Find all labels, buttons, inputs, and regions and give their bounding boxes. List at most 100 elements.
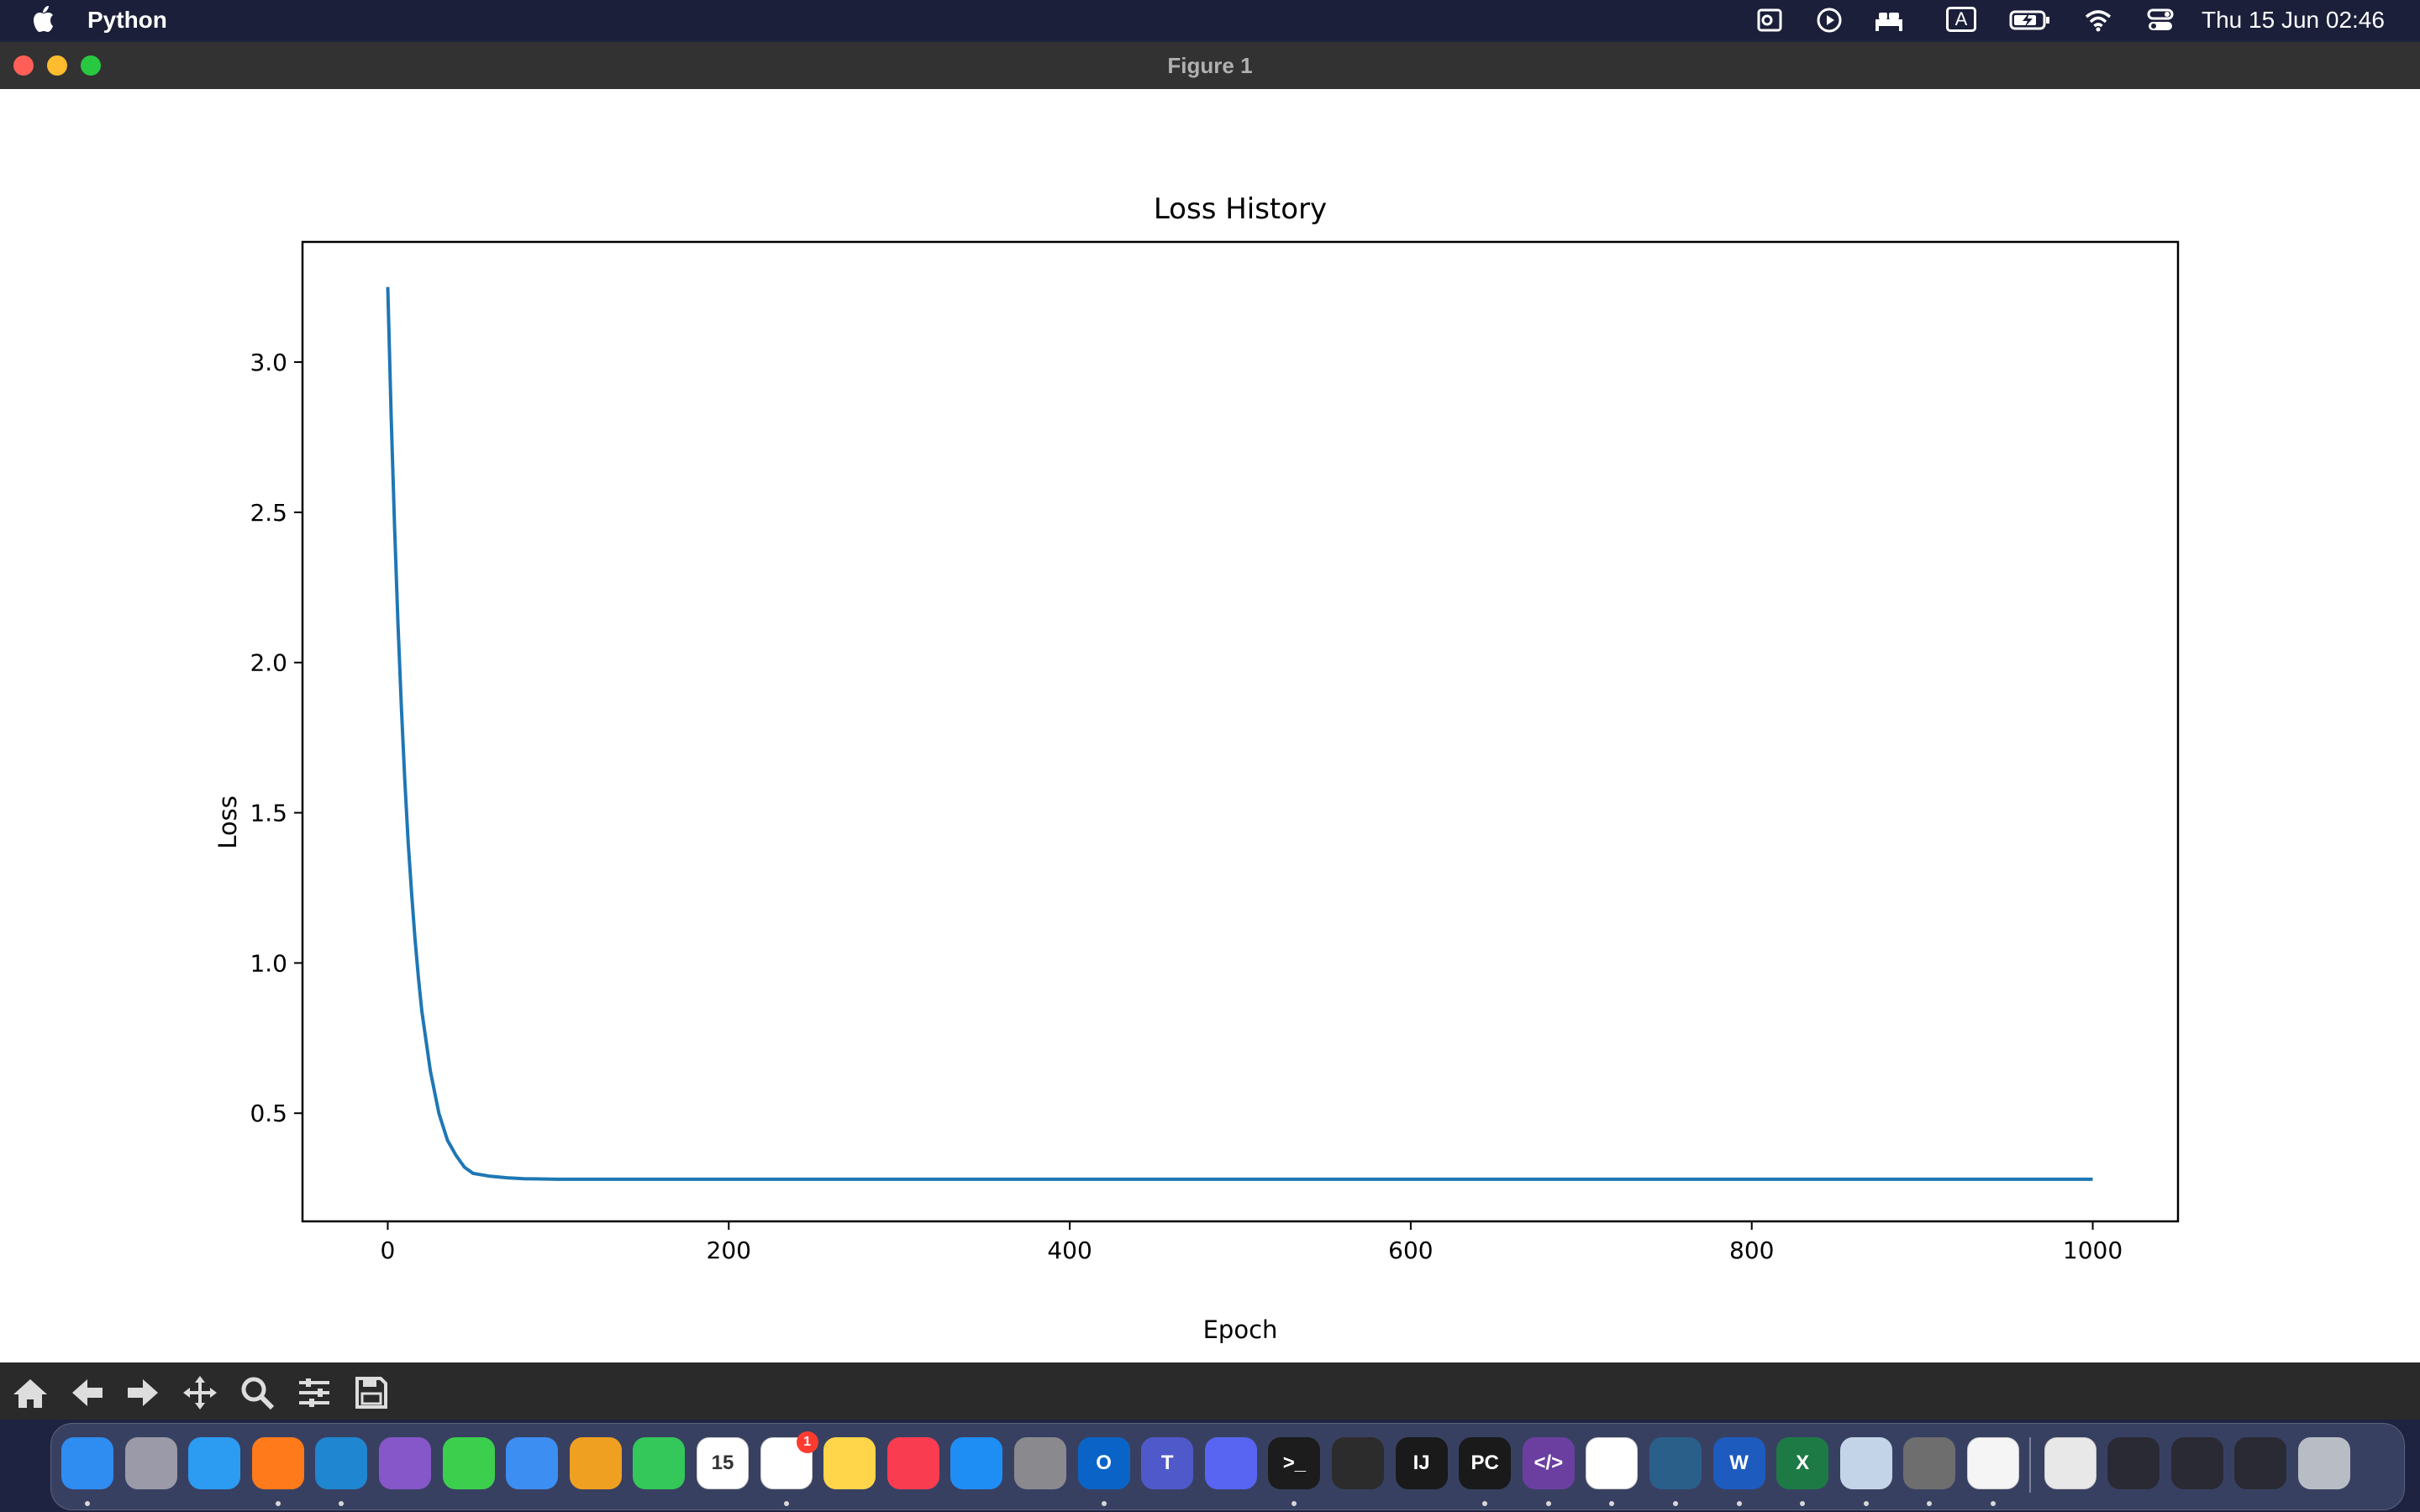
running-indicator [275,1501,281,1506]
y-tick-label: 1.0 [250,949,287,977]
app-store-dock-icon[interactable] [950,1437,1003,1489]
running-indicator [1863,1501,1869,1506]
document-python-dock-icon[interactable] [2044,1437,2096,1489]
y-axis-label: Loss [213,795,242,849]
y-axis-ticks: 0.5 1.0 1.5 2.0 2.5 3.0 [250,349,302,1127]
trash-dock-icon[interactable] [2298,1437,2350,1489]
teams-dock-icon[interactable]: T [1141,1437,1194,1489]
zoom-magnifier-icon[interactable] [234,1369,281,1416]
window-title: Figure 1 [1167,53,1253,78]
x-tick-label: 0 [381,1236,396,1264]
calculator-dock-icon[interactable] [1903,1437,1956,1489]
y-tick-label: 3.0 [250,349,287,376]
matplotlib-toolbar [0,1362,2420,1420]
music-dock-icon[interactable] [886,1437,939,1489]
pan-move-icon[interactable] [176,1369,224,1416]
discord-dock-icon[interactable] [1204,1437,1257,1489]
menubar-clock[interactable]: Thu 15 Jun 02:46 [2202,7,2385,33]
running-indicator [85,1501,90,1506]
loss-series-line [386,286,2093,1181]
devtools-dock-label: </> [1534,1452,1564,1474]
close-window-button[interactable] [13,55,34,76]
system-settings-dock-icon[interactable] [1014,1437,1066,1489]
devtools-dock-icon[interactable]: </> [1522,1437,1575,1489]
finder-dock-icon[interactable] [61,1437,113,1489]
apple-menu-icon[interactable] [30,3,59,35]
zoom-window-button[interactable] [81,55,101,76]
chart-title: Loss History [1154,192,1327,226]
battery-charging-icon[interactable] [2008,7,2052,34]
dock: 15 1 O T >_ IJ PC </> W X [50,1423,2405,1510]
back-arrow-icon[interactable] [64,1369,111,1416]
minimize-window-button[interactable] [47,55,67,76]
save-icon[interactable] [348,1369,395,1416]
calendar-dock-icon[interactable]: 15 [697,1437,749,1489]
activity-monitor-dock-icon[interactable] [1332,1437,1384,1489]
x-axis-ticks: 0 200 400 600 800 1000 [381,1221,2123,1264]
y-tick-label: 2.0 [250,649,287,677]
word-dock-label: W [1729,1452,1749,1474]
firefox-dock-icon[interactable] [251,1437,304,1489]
visual-studio-dock-icon[interactable] [379,1437,431,1489]
outlook-dock-label: O [1096,1452,1112,1474]
slack-dock-icon[interactable] [1586,1437,1639,1489]
input-source-a-icon[interactable]: A [1946,7,1976,32]
x-tick-label: 200 [707,1236,751,1264]
facetime-dock-icon[interactable] [633,1437,686,1489]
safari-dock-icon[interactable] [188,1437,241,1489]
plot-area-frame [301,240,2180,1223]
notification-badge: 1 [796,1431,818,1453]
menu-bar: Python A Thu 15 Jun 02:46 [0,0,2420,39]
x-tick-label: 400 [1047,1236,1092,1264]
calendar-dock-label: 15 [711,1452,734,1474]
window-thumbnail-2-dock-icon[interactable] [2170,1437,2223,1489]
figure-window: Figure 1 Loss History 0 200 400 600 800 1000 … [0,42,2420,1420]
pinwheel-dock-icon[interactable] [1967,1437,2019,1489]
pycharm-dock-label: PC [1470,1452,1499,1474]
outlook-status-icon[interactable] [1756,7,1785,34]
vscode-dock-icon[interactable] [315,1437,368,1489]
terminal-dock-label: >_ [1282,1452,1307,1474]
running-indicator [339,1501,345,1506]
intellij-dock-icon[interactable]: IJ [1395,1437,1448,1489]
app-name-menu[interactable]: Python [87,7,167,33]
notes-dock-icon[interactable] [823,1437,876,1489]
running-indicator [1609,1501,1615,1506]
running-indicator [1991,1501,1996,1506]
pycharm-dock-icon[interactable]: PC [1459,1437,1512,1489]
window-thumbnail-3-dock-icon[interactable] [2234,1437,2287,1489]
excel-dock-label: X [1796,1452,1810,1474]
outlook-dock-icon[interactable]: O [1077,1437,1130,1489]
mail-dock-icon[interactable] [506,1437,559,1489]
dock-separator [2028,1437,2031,1493]
configure-subplots-icon[interactable] [291,1369,338,1416]
running-indicator [1545,1501,1551,1506]
word-dock-icon[interactable]: W [1712,1437,1765,1489]
mysql-workbench-dock-icon[interactable] [1649,1437,1702,1489]
photos-dock-icon[interactable] [569,1437,622,1489]
x-tick-label: 600 [1388,1236,1433,1264]
bed-icon[interactable] [1874,7,1902,34]
running-indicator [783,1501,789,1506]
window-titlebar[interactable]: Figure 1 [0,42,2420,90]
forward-arrow-icon[interactable] [119,1369,166,1416]
running-indicator [1482,1501,1488,1506]
x-axis-label: Epoch [1203,1315,1278,1344]
intellij-dock-label: IJ [1413,1452,1430,1474]
home-icon[interactable] [7,1369,54,1416]
messages-dock-icon[interactable] [442,1437,495,1489]
running-indicator [1800,1501,1806,1506]
running-indicator [1101,1501,1107,1506]
reminders-dock-icon[interactable]: 1 [760,1431,818,1489]
preview-dock-icon[interactable] [1839,1437,1892,1489]
figure-canvas[interactable]: Loss History 0 200 400 600 800 1000 0.5 1.0 1.5… [0,89,2420,1362]
wifi-icon[interactable] [2084,7,2112,34]
running-indicator [1736,1501,1742,1506]
window-thumbnail-1-dock-icon[interactable] [2107,1437,2160,1489]
running-indicator [1673,1501,1678,1506]
excel-dock-icon[interactable]: X [1776,1437,1829,1489]
control-center-icon[interactable] [2146,7,2175,34]
launchpad-dock-icon[interactable] [124,1437,177,1489]
play-circle-icon[interactable] [1815,7,1844,34]
terminal-dock-icon[interactable]: >_ [1268,1437,1321,1489]
